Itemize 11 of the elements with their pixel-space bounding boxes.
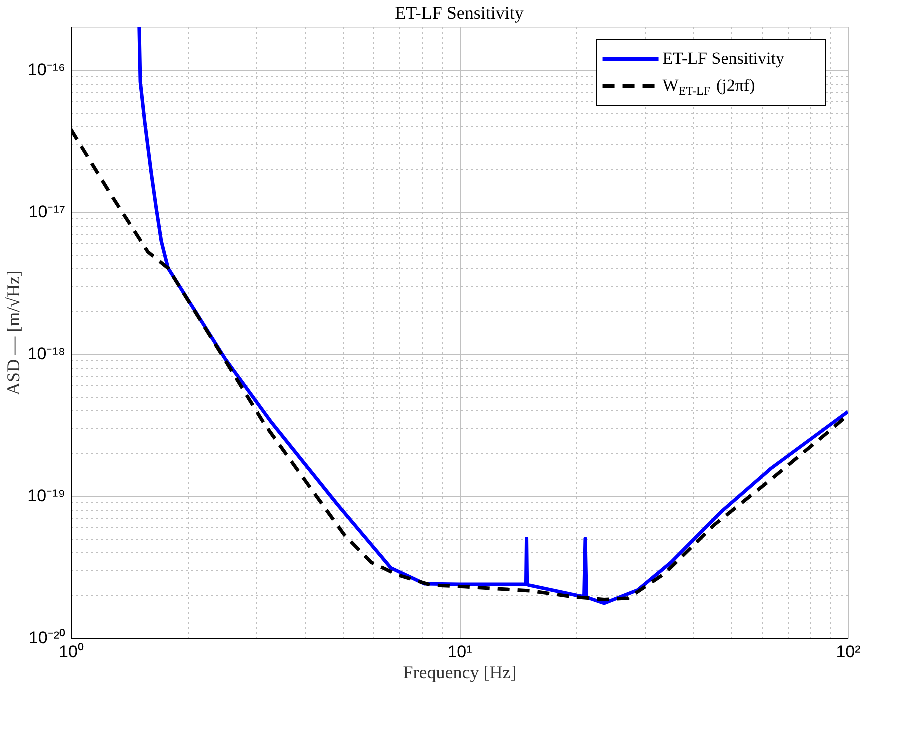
- y-tick-label: 10⁻¹⁸: [28, 344, 66, 364]
- y-tick-label: 10⁻¹⁹: [28, 486, 66, 506]
- chart-title: ET-LF Sensitivity: [395, 3, 524, 23]
- y-axis-title: ASD — [m/√Hz]: [4, 270, 24, 396]
- x-axis-title: Frequency [Hz]: [403, 662, 517, 682]
- x-tick-label: 10¹: [448, 642, 473, 662]
- y-tick-label: 10⁻¹⁷: [28, 202, 66, 222]
- x-tick-label: 10²: [836, 642, 862, 662]
- y-tick-label: 10⁻¹⁶: [28, 60, 66, 80]
- x-tick-label: 10⁰: [59, 642, 84, 662]
- legend-label: ET-LF Sensitivity: [662, 49, 785, 68]
